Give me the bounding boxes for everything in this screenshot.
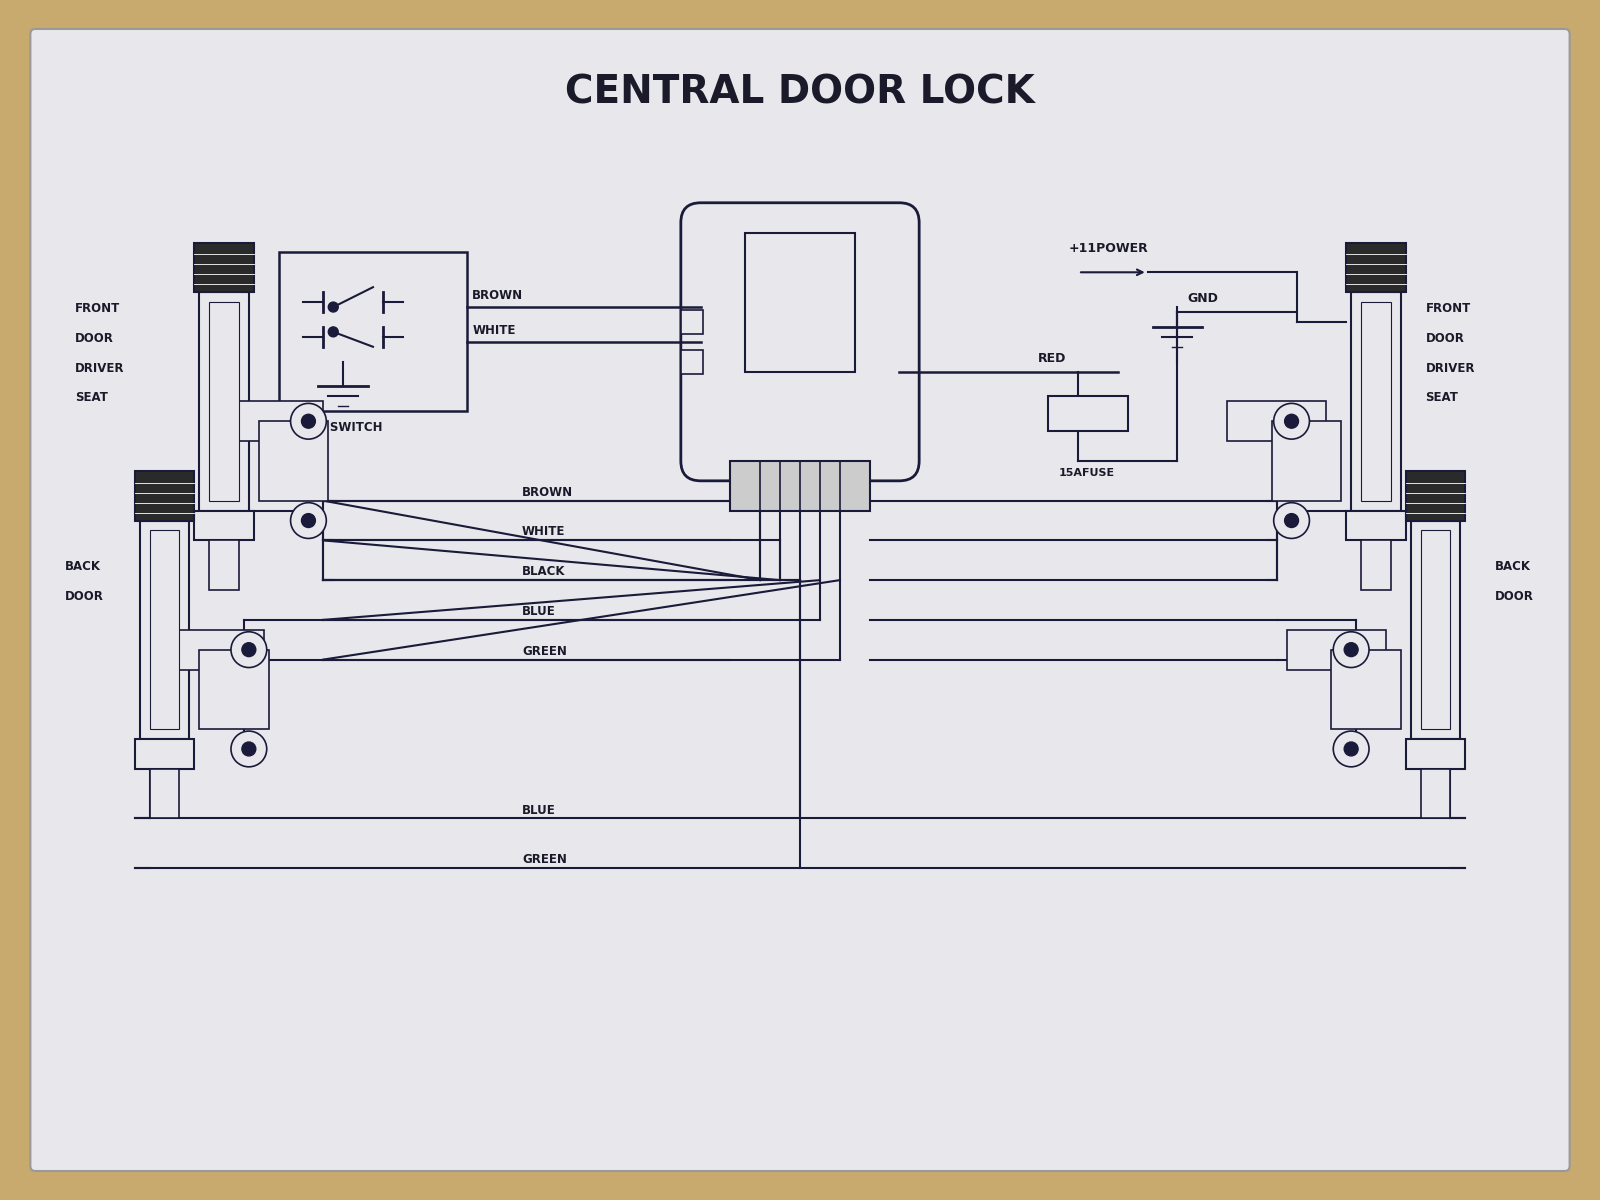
Circle shape [1285,514,1299,528]
Bar [200,292,250,511]
Bar [149,530,179,730]
Text: FRONT: FRONT [75,302,120,316]
FancyBboxPatch shape [682,203,918,481]
Bar [1406,739,1466,769]
Text: GREEN: GREEN [522,644,566,658]
Bar [1048,396,1128,431]
Circle shape [1344,742,1358,756]
Bar [210,302,238,500]
Bar [1362,540,1390,590]
Text: BACK: BACK [1494,560,1531,574]
Circle shape [242,643,256,656]
Text: DOOR: DOOR [75,332,114,344]
Text: DOOR: DOOR [66,590,104,604]
Text: GND: GND [1187,292,1218,305]
Text: TRIGGER: TRIGGER [269,456,326,469]
Circle shape [1333,731,1370,767]
Text: DOOR: DOOR [1494,590,1534,604]
Bar [1421,769,1451,818]
FancyBboxPatch shape [30,29,1570,1171]
Bar [746,233,854,372]
Bar [149,769,179,818]
Text: DOOR: DOOR [1426,332,1464,344]
Bar [278,252,467,412]
Circle shape [301,514,315,528]
Text: +11POWER: +11POWER [1069,242,1147,256]
Text: BLUE: BLUE [522,605,555,618]
Text: SEAT: SEAT [75,391,107,404]
Bar [682,349,702,373]
Text: WHITE: WHITE [522,526,565,539]
Text: WHITE: WHITE [472,324,515,337]
Bar [1346,242,1406,292]
Text: BACK: BACK [66,560,101,574]
Text: GREEN: GREEN [522,853,566,866]
Bar [259,421,328,500]
Circle shape [301,414,315,428]
Bar [1272,421,1341,500]
Bar [134,739,194,769]
Bar [731,461,869,511]
Text: SEAT: SEAT [1426,391,1459,404]
Bar [1331,649,1400,730]
Bar [134,470,194,521]
Circle shape [1274,503,1309,539]
Text: DRIVER: DRIVER [1426,361,1475,374]
Bar [1411,521,1461,739]
Bar [139,521,189,739]
Bar [210,540,238,590]
Text: BROWN: BROWN [472,289,523,302]
Text: DRIVER: DRIVER [75,361,125,374]
Text: FRONT: FRONT [1426,302,1470,316]
Circle shape [1344,643,1358,656]
Bar [1350,292,1400,511]
Bar [165,630,264,670]
Text: 15AFUSE: 15AFUSE [1058,468,1114,478]
Text: RED: RED [1038,352,1067,365]
Bar [224,401,323,442]
Text: BROWN: BROWN [522,486,573,499]
Circle shape [230,631,267,667]
Bar [194,511,254,540]
Text: CENTRAL DOOR LOCK: CENTRAL DOOR LOCK [565,73,1035,112]
Bar [194,242,254,292]
Circle shape [291,503,326,539]
Bar [1346,511,1406,540]
Text: BLUE: BLUE [522,804,555,816]
Circle shape [1274,403,1309,439]
Bar [1421,530,1451,730]
Text: BLACK: BLACK [522,565,565,578]
Circle shape [328,302,338,312]
Bar [1362,302,1390,500]
Circle shape [1333,631,1370,667]
Bar [1227,401,1326,442]
Circle shape [291,403,326,439]
Bar [1406,470,1466,521]
Bar [200,649,269,730]
Circle shape [242,742,256,756]
Circle shape [328,326,338,337]
Circle shape [230,731,267,767]
Bar [682,310,702,334]
Text: MANUAL SWITCH: MANUAL SWITCH [269,421,382,434]
Bar [1286,630,1386,670]
Circle shape [1285,414,1299,428]
